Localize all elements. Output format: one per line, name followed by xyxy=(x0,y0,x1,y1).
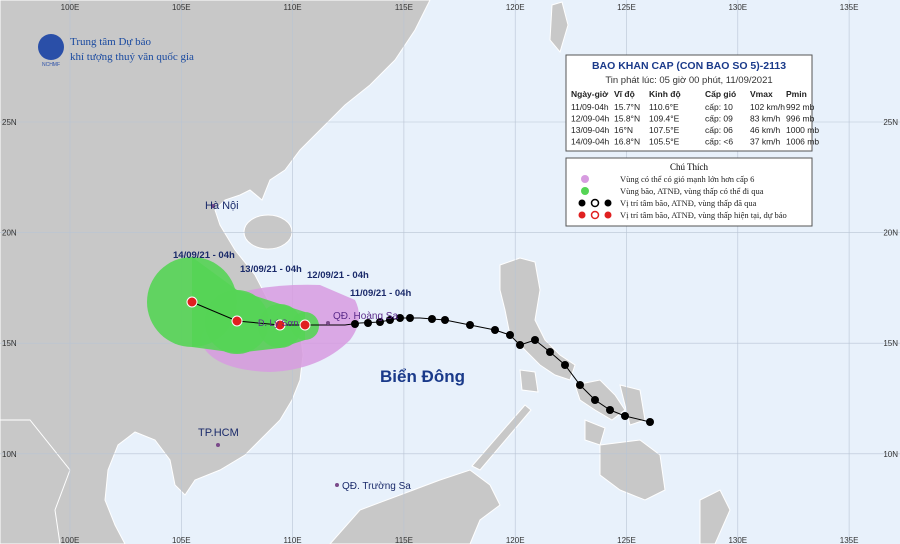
legend-item: Vùng có thể có gió mạnh lớn hơn cấp 6 xyxy=(620,174,754,184)
legend-swatch xyxy=(581,175,589,183)
longitude-label: 110E xyxy=(284,536,302,544)
table-cell: 15.8°N xyxy=(614,114,640,124)
table-header: Ngày-giờ xyxy=(571,89,609,99)
table-cell: 1006 mb xyxy=(786,137,819,147)
agency-line: Trung tâm Dự báo xyxy=(70,36,152,48)
longitude-label: 135E xyxy=(840,536,859,544)
bulletin-issued: Tin phát lúc: 05 giờ 00 phút, 11/09/2021 xyxy=(605,75,772,86)
latitude-label: 20N xyxy=(2,229,17,238)
legend-swatch xyxy=(578,198,612,220)
table-cell: 12/09-04h xyxy=(571,114,610,124)
legend-box: Chú Thích Vùng có thể có gió mạnh lớn hơ… xyxy=(565,157,813,227)
table-cell: 992 mb xyxy=(786,102,815,112)
place-label: TP.HCM xyxy=(198,427,239,439)
legend-swatch xyxy=(581,187,589,195)
table-cell: 110.6°E xyxy=(649,102,679,112)
agency: NCHMF Trung tâm Dự báo khí tượng thuỷ vă… xyxy=(38,34,194,68)
table-cell: cấp: 10 xyxy=(705,102,733,112)
longitude-label: 130E xyxy=(728,3,747,12)
time-label: 11/09/21 - 04h xyxy=(350,288,411,299)
longitude-label: 100E xyxy=(61,3,80,12)
place-label: QĐ. Hoàng Sa xyxy=(333,311,398,322)
sea-label: Biển Đông xyxy=(380,367,465,386)
table-cell: 107.5°E xyxy=(649,125,680,135)
table-cell: 83 km/h xyxy=(750,114,781,124)
latitude-label: 10N xyxy=(883,450,898,459)
table-cell: 1000 mb xyxy=(786,125,819,135)
longitude-label: 110E xyxy=(284,3,302,12)
table-cell: cấp: 06 xyxy=(705,125,733,135)
legend-item: Vị trí tâm bão, ATNĐ, vùng thấp đã qua xyxy=(620,198,757,208)
table-cell: cấp: 09 xyxy=(705,114,733,124)
table-cell: 15.7°N xyxy=(614,102,640,112)
latitude-label: 25N xyxy=(883,118,898,127)
longitude-label: 115E xyxy=(395,3,413,12)
longitude-label: 125E xyxy=(617,536,636,544)
storm-track xyxy=(191,301,651,423)
table-header: Kinh độ xyxy=(649,89,681,99)
bulletin-frame xyxy=(565,54,813,152)
place-label: Hà Nội xyxy=(205,200,239,212)
forecast-positions xyxy=(186,296,311,331)
longitude-label: 135E xyxy=(840,3,859,12)
table-cell: 37 km/h xyxy=(750,137,781,147)
table-cell: 102 km/h xyxy=(750,102,785,112)
table-cell: 13/09-04h xyxy=(571,125,610,135)
latitude-label: 10N xyxy=(2,450,17,459)
latitude-label: 25N xyxy=(2,118,17,127)
bulletin-title: BAO KHAN CAP (CON BAO SO 5)-2113 xyxy=(592,60,786,72)
time-label: 13/09/21 - 04h xyxy=(240,264,302,275)
latitude-label: 20N xyxy=(883,229,898,238)
longitude-label: 105E xyxy=(172,536,191,544)
table-cell: 109.4°E xyxy=(649,114,680,124)
table-cell: 11/09-04h xyxy=(571,102,609,112)
longitude-label: 130E xyxy=(728,536,747,544)
legend-item: Vị trí tâm bão, ATNĐ, vùng thấp hiện tại… xyxy=(620,210,787,220)
table-cell: 46 km/h xyxy=(750,125,781,135)
table-header: Pmin xyxy=(786,89,807,99)
table-header: Vĩ độ xyxy=(614,89,635,99)
table-header: Vmax xyxy=(750,89,773,99)
table-cell: cấp: <6 xyxy=(705,137,733,147)
logo xyxy=(38,34,64,60)
longitude-label: 115E xyxy=(395,536,413,544)
longitude-label: 120E xyxy=(506,536,525,544)
time-label: 14/09/21 - 04h xyxy=(173,250,235,261)
table-cell: 105.5°E xyxy=(649,137,680,147)
longitude-label: 100E xyxy=(61,536,80,544)
table-header: Cấp gió xyxy=(705,89,736,99)
longitude-label: 120E xyxy=(506,3,525,12)
latitude-label: 15N xyxy=(2,339,17,348)
place-label: QĐ. Trường Sa xyxy=(342,481,411,492)
time-label: 12/09/21 - 04h xyxy=(307,270,369,281)
longitude-label: 125E xyxy=(617,3,636,12)
table-cell: 16.8°N xyxy=(614,137,640,147)
latitude-label: 15N xyxy=(883,339,898,348)
table-cell: 16°N xyxy=(614,125,633,135)
logo-text: NCHMF xyxy=(42,62,60,68)
agency-line: khí tượng thuỷ văn quốc gia xyxy=(70,51,194,63)
legend-item: Vùng bão, ATNĐ, vùng thấp có thể đi qua xyxy=(620,186,764,196)
bulletin-box: BAO KHAN CAP (CON BAO SO 5)-2113 Tin phá… xyxy=(565,54,819,152)
bulletin-table: Ngày-giờ Vĩ độ Kinh độ Cấp gió Vmax Pmin 11/09… xyxy=(571,89,819,147)
table-cell: 14/09-04h xyxy=(571,137,610,147)
past-positions xyxy=(351,314,654,426)
legend-title: Chú Thích xyxy=(670,162,709,172)
place-label: Đ. Lý Sơn xyxy=(258,318,298,328)
table-cell: 996 mb xyxy=(786,114,815,124)
longitude-label: 105E xyxy=(172,3,191,12)
islands xyxy=(211,204,339,487)
